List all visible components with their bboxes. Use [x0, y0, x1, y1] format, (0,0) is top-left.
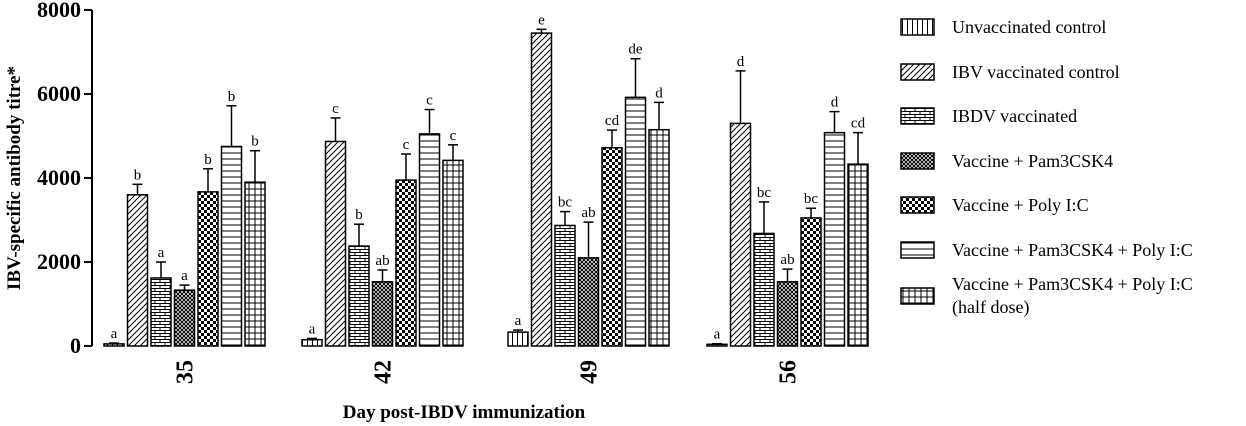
- x-tick-label: 56: [776, 360, 802, 384]
- bar: [776, 280, 799, 347]
- bar: [324, 140, 347, 347]
- plot-area: 0 2000 4000 6000 8000 IBV-specific antibody t…: [4, 0, 869, 423]
- bar: [624, 96, 647, 347]
- significance-label: b: [251, 134, 259, 150]
- x-axis-title: Day post-IBDV immunization: [343, 402, 586, 423]
- x-tick-label: 42: [371, 360, 397, 384]
- bar: [395, 179, 417, 347]
- significance-label: c: [332, 101, 339, 117]
- legend-swatch: [900, 287, 935, 305]
- bar: [507, 331, 529, 347]
- bar: [577, 257, 600, 347]
- significance-label: a: [714, 327, 721, 343]
- bar: [220, 145, 243, 347]
- bar: [823, 131, 846, 347]
- legend-swatch: [900, 241, 935, 259]
- significance-label: bc: [558, 195, 573, 211]
- bar: [800, 217, 822, 347]
- significance-label: a: [309, 321, 316, 337]
- bar: [103, 343, 125, 347]
- legend-swatch: [900, 107, 935, 125]
- bar: [554, 224, 576, 347]
- bar: [173, 289, 196, 347]
- significance-label: bc: [757, 185, 772, 201]
- y-axis-title: IBV-specific antibody titre*: [4, 66, 25, 290]
- significance-label: a: [181, 268, 188, 284]
- significance-label: cd: [605, 113, 620, 129]
- bar: [729, 122, 752, 347]
- significance-label: d: [655, 85, 663, 101]
- bar: [601, 147, 623, 347]
- significance-label: b: [204, 152, 212, 168]
- y-tick-label: 6000: [37, 81, 81, 106]
- legend-label: Vaccine + Pam3CSK4 + Poly I:C: [952, 240, 1193, 260]
- legend-label: Vaccine + Pam3CSK4: [952, 151, 1113, 171]
- legend-label: Vaccine + Pam3CSK4 + Poly I:C: [952, 274, 1193, 294]
- significance-label: b: [134, 167, 142, 183]
- bar: [371, 280, 394, 347]
- bar: [197, 191, 219, 347]
- bar: [753, 232, 775, 347]
- significance-label: ab: [581, 205, 595, 221]
- significance-label: c: [426, 93, 433, 109]
- significance-label: cd: [851, 116, 866, 132]
- bar: [348, 245, 370, 347]
- legend-swatch: [900, 18, 935, 36]
- y-tick-label: 0: [70, 333, 81, 358]
- bar: [126, 194, 149, 347]
- legend-label: IBDV vaccinated: [952, 106, 1077, 126]
- legend-label: Unvaccinated control: [952, 17, 1106, 37]
- legend-label: Vaccine + Poly I:C: [952, 195, 1089, 215]
- y-tick-label: 2000: [37, 249, 81, 274]
- significance-label: bc: [804, 191, 819, 207]
- significance-label: de: [628, 42, 643, 58]
- legend-swatch: [900, 63, 935, 81]
- x-tick-label: 49: [577, 360, 603, 384]
- significance-label: ab: [780, 252, 794, 268]
- bar: [648, 128, 670, 347]
- significance-label: e: [538, 12, 545, 28]
- legend-label: IBV vaccinated control: [952, 62, 1120, 82]
- legend-label: (half dose): [952, 297, 1029, 318]
- significance-label: c: [450, 128, 457, 144]
- bar: [847, 163, 869, 347]
- y-tick-label: 4000: [37, 165, 81, 190]
- legend: Unvaccinated control IBV vaccinated contr…: [900, 17, 1193, 318]
- bar: [442, 159, 464, 347]
- legend-swatch: [900, 152, 935, 170]
- significance-label: b: [355, 207, 363, 223]
- bar: [530, 32, 553, 347]
- significance-label: a: [111, 326, 118, 342]
- bar: [418, 133, 441, 347]
- bar: [301, 338, 323, 347]
- significance-label: d: [737, 54, 745, 70]
- bar: [150, 277, 172, 347]
- bar: [244, 181, 266, 347]
- significance-label: a: [515, 313, 522, 329]
- legend-swatch: [900, 196, 935, 214]
- significance-label: d: [831, 95, 839, 111]
- significance-label: ab: [375, 253, 389, 269]
- x-tick-label: 35: [173, 360, 199, 384]
- y-tick-label: 8000: [37, 0, 81, 22]
- significance-label: a: [158, 245, 165, 261]
- significance-label: c: [403, 137, 410, 153]
- bar: [706, 343, 728, 347]
- significance-label: b: [228, 89, 236, 105]
